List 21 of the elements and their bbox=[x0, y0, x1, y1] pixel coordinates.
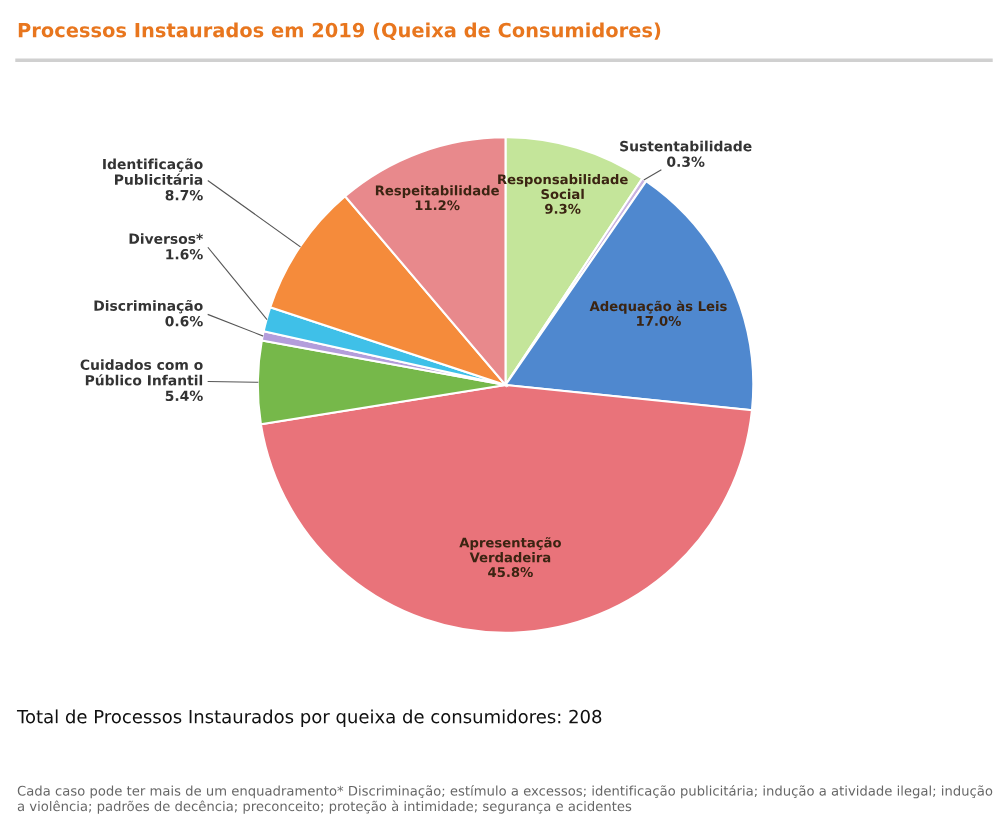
data-label: 0.3% bbox=[667, 156, 705, 167]
data-label: 0.6% bbox=[165, 315, 203, 327]
data-label: 45.8% bbox=[488, 567, 533, 578]
data-label: 8.7% bbox=[165, 189, 203, 201]
text: Cada caso pode ter mais de um enquadramento* Discriminação; estímulo a excessos; identificação publicitária; indução a atividade ilegal; indução a violência; padrões de decência; preconceito; proteção à intimidade; segurança e acidentes bbox=[17, 784, 993, 814]
data-label: 5.4% bbox=[165, 390, 203, 402]
slice-label: Diversos* bbox=[129, 233, 203, 244]
text: Total de Processos Instaurados por queixa de consumidores: 208 bbox=[16, 709, 602, 727]
data-label: 9.3% bbox=[545, 203, 581, 214]
slice-label: Respeitabilidade bbox=[375, 185, 499, 198]
slice-label: Responsabilidade Social bbox=[498, 174, 628, 200]
slice-label: Cuidados com o Público Infantil bbox=[80, 359, 203, 386]
slice-label: Identificação Publicitária bbox=[103, 158, 203, 185]
slice-label: Discriminação bbox=[94, 299, 203, 314]
slice-label: Apresentação Verdadeira bbox=[459, 537, 561, 563]
data-label: 17.0% bbox=[637, 315, 681, 326]
slice-label: Sustentabilidade bbox=[620, 140, 752, 152]
data-label: 1.6% bbox=[166, 248, 203, 260]
slice-label: Adequação às Leis bbox=[589, 300, 727, 314]
data-label: 11.2% bbox=[415, 200, 460, 211]
chart-title: Processos Instaurados em 2019 (Queixa de Consumidores) bbox=[18, 22, 661, 41]
